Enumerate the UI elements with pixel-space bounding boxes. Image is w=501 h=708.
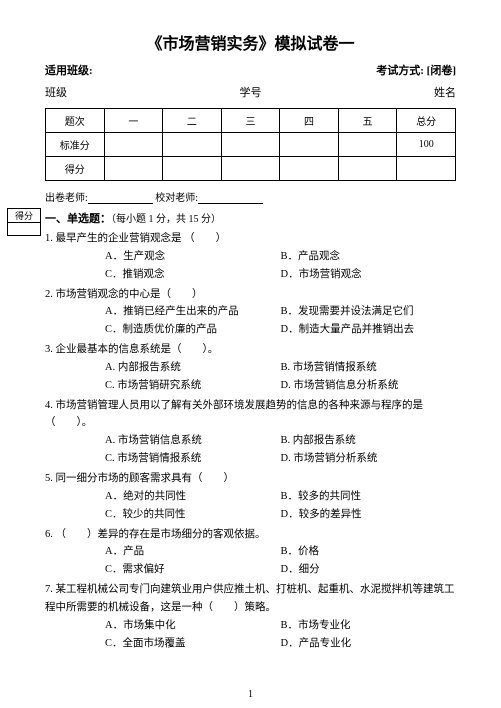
option: D．产品专业化 [281, 635, 457, 653]
option: B．市场专业化 [281, 617, 457, 635]
table-row: 题次 一 二 三 四 五 总分 [46, 109, 456, 133]
option: A. 内部报告系统 [105, 359, 281, 377]
score-box: 得分 [7, 208, 41, 236]
option: D．较多的差异性 [281, 506, 457, 524]
question: 7. 某工程机械公司专门向建筑业用户供应推土机、打桩机、起重机、水泥搅拌机等建筑… [45, 581, 456, 652]
cell [280, 133, 339, 157]
row-label: 得分 [46, 157, 105, 181]
question: 4. 市场营销管理人员用以了解有关外部环境发展趋势的信息的各种来源与程序的是（ … [45, 397, 456, 468]
question-stem: 2. 市场营销观念的中心是（ ） [45, 286, 456, 304]
header-cell: 总分 [397, 109, 456, 133]
meta-row: 适用班级: 考试方式: [闭卷] [45, 62, 456, 78]
cell [163, 133, 222, 157]
question: 2. 市场营销观念的中心是（ ）A．推销已经产生出来的产品B．发现需要并设法满足… [45, 286, 456, 340]
teacher-row: 出卷老师: 校对老师: [45, 189, 456, 204]
option: C．全面市场覆盖 [105, 635, 281, 653]
options: A. 市场营销信息系统B. 内部报告系统C. 市场营销情报系统D. 市场营销分析… [105, 432, 456, 468]
option: C．较少的共同性 [105, 506, 281, 524]
option: C. 市场营销情报系统 [105, 450, 281, 468]
option: D．细分 [281, 561, 457, 579]
table-row: 得分 [46, 157, 456, 181]
options: A．产品B．价格C．需求偏好D．细分 [105, 543, 456, 579]
header-cell: 四 [280, 109, 339, 133]
score-table: 题次 一 二 三 四 五 总分 标准分 100 得分 [45, 108, 456, 181]
cell [221, 157, 280, 181]
option: A．生产观念 [105, 248, 281, 266]
table-row: 标准分 100 [46, 133, 456, 157]
options: A．市场集中化B．市场专业化C．全面市场覆盖D．产品专业化 [105, 617, 456, 653]
option: B．发现需要并设法满足它们 [281, 303, 457, 321]
student-row: 班级 学号 姓名 [45, 84, 456, 100]
option: D. 市场营销分析系统 [281, 450, 457, 468]
option: C．推销观念 [105, 266, 281, 284]
writer-label: 出卷老师: [45, 193, 88, 204]
cell [280, 157, 339, 181]
option: B. 内部报告系统 [281, 432, 457, 450]
question-stem: 6. （ ）差异的存在是市场细分的客观依据。 [45, 526, 456, 544]
option: D. 市场营销信息分析系统 [281, 377, 457, 395]
option: C．制造质优价廉的产品 [105, 321, 281, 339]
question: 5. 同一细分市场的顾客需求具有（ ）A．绝对的共同性B．较多的共同性C．较少的… [45, 470, 456, 524]
cell [397, 157, 456, 181]
option: C．需求偏好 [105, 561, 281, 579]
exam-title: 《市场营销实务》模拟试卷一 [45, 30, 456, 54]
class-applicable: 适用班级: [45, 62, 93, 78]
question-stem: 4. 市场营销管理人员用以了解有关外部环境发展趋势的信息的各种来源与程序的是（ … [45, 397, 456, 433]
option: D．市场营销观念 [281, 266, 457, 284]
option: A．产品 [105, 543, 281, 561]
section-note: （每小题 1 分，共 15 分） [111, 214, 221, 225]
options: A．生产观念B．产品观念C．推销观念D．市场营销观念 [105, 248, 456, 284]
option: A．绝对的共同性 [105, 488, 281, 506]
page-number: 1 [248, 689, 253, 700]
cell [104, 157, 163, 181]
question-stem: 1. 最早产生的企业营销观念是 （ ） [45, 230, 456, 248]
header-cell: 三 [221, 109, 280, 133]
options: A. 内部报告系统B. 市场营销情报系统C. 市场营销研究系统D. 市场营销信息… [105, 359, 456, 395]
header-cell: 五 [338, 109, 397, 133]
option: B．价格 [281, 543, 457, 561]
option: C. 市场营销研究系统 [105, 377, 281, 395]
cell [104, 133, 163, 157]
header-cell: 一 [104, 109, 163, 133]
option: B．产品观念 [281, 248, 457, 266]
question: 6. （ ）差异的存在是市场细分的客观依据。A．产品B．价格C．需求偏好D．细分 [45, 526, 456, 580]
option: B. 市场营销情报系统 [281, 359, 457, 377]
option: B．较多的共同性 [281, 488, 457, 506]
cell [163, 157, 222, 181]
score-box-label: 得分 [8, 209, 40, 223]
cell [221, 133, 280, 157]
question-stem: 5. 同一细分市场的顾客需求具有（ ） [45, 470, 456, 488]
cell [338, 133, 397, 157]
cell [338, 157, 397, 181]
student-class: 班级 [45, 84, 182, 100]
student-name: 姓名 [319, 84, 456, 100]
option: A．推销已经产生出来的产品 [105, 303, 281, 321]
section-title-text: 一、单选题： [45, 213, 111, 225]
section-1: 得分 一、单选题：（每小题 1 分，共 15 分） 1. 最早产生的企业营销观念… [45, 210, 456, 652]
option: D．制造大量产品并推销出去 [281, 321, 457, 339]
options: A．绝对的共同性B．较多的共同性C．较少的共同性D．较多的差异性 [105, 488, 456, 524]
checker-blank [198, 193, 263, 204]
section-title: 一、单选题：（每小题 1 分，共 15 分） [45, 210, 456, 226]
option: A．市场集中化 [105, 617, 281, 635]
option: A. 市场营销信息系统 [105, 432, 281, 450]
question: 3. 企业最基本的信息系统是（ ）。A. 内部报告系统B. 市场营销情报系统C.… [45, 341, 456, 395]
question: 1. 最早产生的企业营销观念是 （ ）A．生产观念B．产品观念C．推销观念D．市… [45, 230, 456, 284]
header-cell: 二 [163, 109, 222, 133]
student-id: 学号 [182, 84, 319, 100]
total-cell: 100 [397, 133, 456, 157]
exam-mode: 考试方式: [闭卷] [376, 62, 456, 78]
question-stem: 7. 某工程机械公司专门向建筑业用户供应推土机、打桩机、起重机、水泥搅拌机等建筑… [45, 581, 456, 617]
header-cell: 题次 [46, 109, 105, 133]
writer-blank [88, 193, 153, 204]
options: A．推销已经产生出来的产品B．发现需要并设法满足它们C．制造质优价廉的产品D．制… [105, 303, 456, 339]
checker-label: 校对老师: [155, 193, 198, 204]
row-label: 标准分 [46, 133, 105, 157]
question-stem: 3. 企业最基本的信息系统是（ ）。 [45, 341, 456, 359]
